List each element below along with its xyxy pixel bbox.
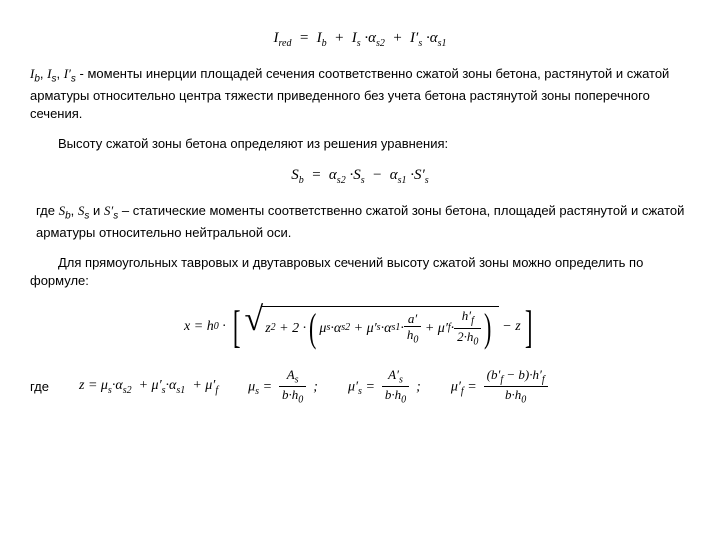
para3-text: – статические моменты соответственно сжа…: [36, 203, 684, 240]
def-z: z = μs·αs2 + μ′s·αs1 + μ′f: [79, 376, 218, 398]
paragraph-moments: Ib, Is, I′s - моменты инерции площадей с…: [30, 65, 690, 123]
where-word: где: [30, 378, 49, 396]
formula-sb: Sb = αs2 ·Ss − αs1 ·S′s: [30, 165, 690, 188]
formula-x: x = h0 · [ √ z2 + 2 · ( μs·αs2 + μ′s·αs1…: [30, 306, 690, 347]
paragraph-where-s: где Sb, Ss и S′s – статические моменты с…: [36, 202, 690, 242]
row-defs: где z = μs·αs2 + μ′s·αs1 + μ′f μs = Asb·…: [30, 368, 690, 406]
def-mu-s: μs = Asb·h0 ;: [248, 368, 318, 406]
def-mu-f: μ′f = (b′f − b)·h′fb·h0: [451, 368, 548, 406]
def-mu-sp: μ′s = A′sb·h0 ;: [348, 368, 421, 406]
formula-ired: Ired = Ib + Is ·αs2 + I′s ·αs1: [30, 28, 690, 51]
where-prefix: где: [36, 203, 59, 218]
paragraph-rect: Для прямоугольных тавровых и двутавровых…: [30, 254, 690, 290]
para1-text: - моменты инерции площадей сечения соотв…: [30, 66, 669, 121]
paragraph-height: Высоту сжатой зоны бетона определяют из …: [30, 135, 690, 153]
